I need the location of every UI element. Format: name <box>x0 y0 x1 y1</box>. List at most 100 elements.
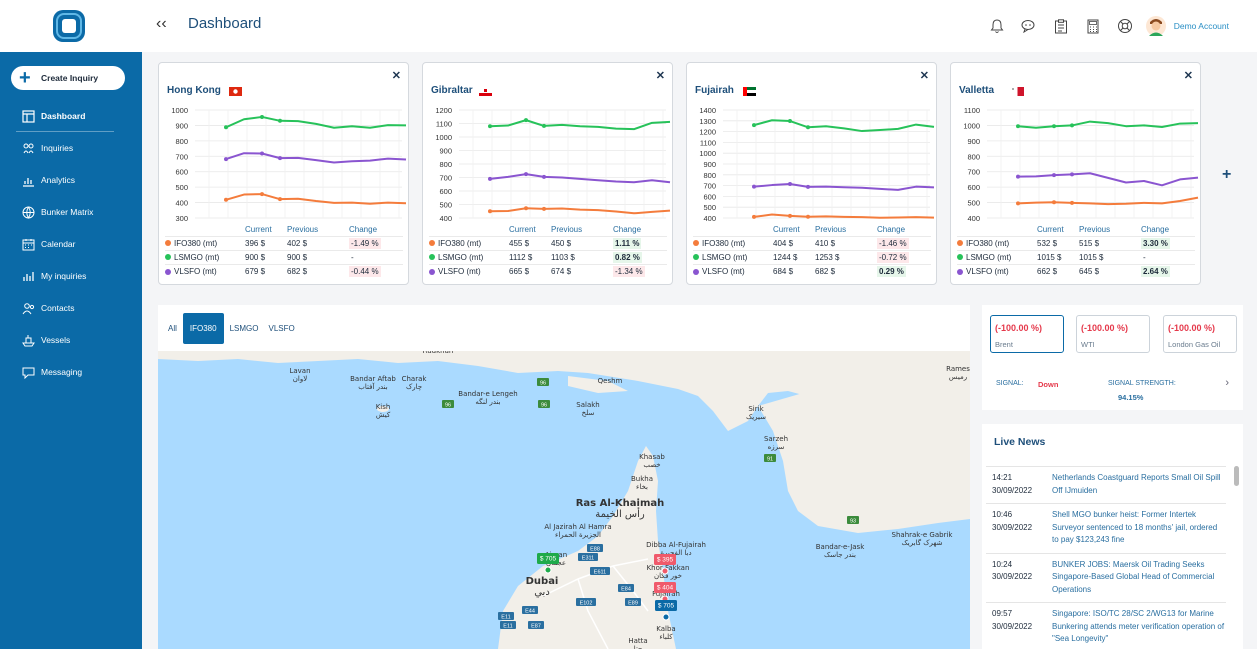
data-point[interactable] <box>1016 201 1020 206</box>
data-point[interactable] <box>806 214 810 219</box>
add-port-button[interactable]: + <box>1222 166 1232 183</box>
close-icon[interactable]: ✕ <box>1183 70 1193 82</box>
close-icon[interactable]: ✕ <box>655 70 665 82</box>
sidebar-item-vessels[interactable]: Vessels <box>0 324 142 356</box>
sidebar-item-dashboard[interactable]: Dashboard <box>0 100 142 132</box>
news-date: 30/09/2022 <box>992 621 1033 631</box>
data-point[interactable] <box>224 157 228 162</box>
data-point[interactable] <box>488 209 492 214</box>
news-item[interactable]: 09:57 30/09/2022 Singapore: ISO/TC 28/SC 2… <box>986 603 1226 649</box>
tab-ifo380[interactable]: IFO380 <box>182 313 224 344</box>
data-point[interactable] <box>278 156 282 161</box>
port-name-fujairah: Fujairah <box>695 85 734 96</box>
legend-dot <box>165 240 171 247</box>
data-point[interactable] <box>1016 124 1020 129</box>
map-place-label-arabic: چارک <box>406 383 422 391</box>
port-card: ✕ Fujairah 1400 1300 1200 1100 1000 900 800 700 60… <box>686 62 937 285</box>
data-point[interactable] <box>542 174 546 179</box>
plus-icon: + <box>19 67 31 89</box>
data-point[interactable] <box>278 118 282 123</box>
messaging-icon <box>22 366 35 379</box>
data-point[interactable] <box>788 119 792 124</box>
sidebar-item-my-inquiries[interactable]: My inquiries <box>0 260 142 292</box>
support-icon[interactable] <box>1114 15 1136 37</box>
data-point[interactable] <box>524 118 528 123</box>
y-tick-label: 400 <box>439 214 452 223</box>
signal-brent[interactable]: (-100.00 %) Brent <box>990 315 1064 353</box>
data-point[interactable] <box>1016 174 1020 179</box>
data-point[interactable] <box>224 197 228 202</box>
data-point[interactable] <box>752 184 756 189</box>
chat-icon[interactable] <box>1018 15 1040 37</box>
data-point[interactable] <box>260 151 264 156</box>
data-point[interactable] <box>1070 172 1074 177</box>
news-headline-link[interactable]: Shell MGO bunker heist: Former Intertek … <box>1052 510 1218 544</box>
sidebar-item-contacts[interactable]: Contacts <box>0 292 142 324</box>
account-name[interactable]: Demo Account <box>1173 21 1229 31</box>
data-point[interactable] <box>260 114 264 119</box>
current-price: 396 $ <box>245 235 287 250</box>
news-headline-link[interactable]: BUNKER JOBS: Maersk Oil Trading Seeks Si… <box>1052 559 1215 594</box>
clipboard-icon[interactable] <box>1050 15 1072 37</box>
data-point[interactable] <box>260 192 264 197</box>
table-row: IFO380 (mt) 404 $410 $ -1.46 % <box>693 235 931 250</box>
data-point[interactable] <box>752 123 756 128</box>
data-point[interactable] <box>488 176 492 181</box>
data-point[interactable] <box>1052 173 1056 178</box>
avatar[interactable] <box>1145 16 1166 36</box>
news-item[interactable]: 10:46 30/09/2022 Shell MGO bunker heist: F… <box>986 504 1226 554</box>
svg-text:96: 96 <box>541 403 547 409</box>
news-item[interactable]: 10:24 30/09/2022 BUNKER JOBS: Maersk Oil T… <box>986 554 1226 603</box>
tab-all[interactable]: All <box>168 324 177 333</box>
app-logo[interactable] <box>51 8 87 44</box>
data-point[interactable] <box>752 214 756 219</box>
price-chart: 1000 900 800 700 600 500 400 300 <box>171 106 407 223</box>
news-item[interactable]: 14:21 30/09/2022 Netherlands Coastguard Re… <box>986 467 1226 504</box>
data-point[interactable] <box>278 197 282 202</box>
data-point[interactable] <box>224 125 228 130</box>
price-marker[interactable]: $ 705 <box>537 553 559 574</box>
data-point[interactable] <box>1070 123 1074 128</box>
previous-price: 410 $ <box>815 235 877 250</box>
sidebar-item-inquiries[interactable]: Inquiries <box>0 132 142 164</box>
tab-vlsfo[interactable]: VLSFO <box>268 324 295 333</box>
data-point[interactable] <box>806 184 810 189</box>
signal-gas-oil-value: (-100.00 %) <box>1168 323 1216 333</box>
price-marker-label: $ 705 <box>658 603 675 610</box>
data-point[interactable] <box>1070 200 1074 205</box>
calculator-icon[interactable] <box>1082 15 1104 37</box>
sidebar-item-messaging[interactable]: Messaging <box>0 356 142 388</box>
bell-icon[interactable] <box>986 15 1008 37</box>
signal-wti[interactable]: (-100.00 %) WTI <box>1076 315 1150 353</box>
price-marker[interactable]: $ 395 <box>654 554 676 575</box>
collapse-sidebar-icon[interactable]: ‹‹ <box>156 15 167 32</box>
news-scrollbar[interactable] <box>1234 466 1239 486</box>
data-point[interactable] <box>1052 200 1056 205</box>
close-icon[interactable]: ✕ <box>391 70 401 82</box>
dashboard-icon <box>22 109 35 123</box>
tab-lsmgo[interactable]: LSMGO <box>229 324 259 333</box>
price-marker[interactable]: $ 705 <box>655 600 677 621</box>
data-point[interactable] <box>788 213 792 218</box>
news-headline-link[interactable]: Netherlands Coastguard Reports Small Oil… <box>1052 473 1221 495</box>
sidebar-item-bunker-matrix[interactable]: Bunker Matrix <box>0 196 142 228</box>
data-point[interactable] <box>788 181 792 186</box>
chevron-right-icon[interactable]: › <box>1225 377 1229 389</box>
data-point[interactable] <box>1052 124 1056 129</box>
news-date: 30/09/2022 <box>992 485 1033 495</box>
create-inquiry-button[interactable]: + Create Inquiry <box>11 66 125 90</box>
close-icon[interactable]: ✕ <box>919 70 929 82</box>
data-point[interactable] <box>488 124 492 129</box>
sidebar-item-analytics[interactable]: Analytics <box>0 164 142 196</box>
signal-gas-oil[interactable]: (-100.00 %) London Gas Oil <box>1163 315 1237 353</box>
data-point[interactable] <box>524 206 528 211</box>
sidebar-item-calendar[interactable]: Calendar <box>0 228 142 260</box>
news-headline-link[interactable]: Singapore: ISO/TC 28/SC 2/WG13 for Marin… <box>1052 609 1225 643</box>
data-point[interactable] <box>524 172 528 177</box>
data-point[interactable] <box>542 206 546 211</box>
map-place-label: Dibba Al-Fujairah <box>646 541 706 549</box>
data-point[interactable] <box>542 123 546 128</box>
data-point[interactable] <box>806 125 810 130</box>
iran-coast <box>158 351 970 431</box>
